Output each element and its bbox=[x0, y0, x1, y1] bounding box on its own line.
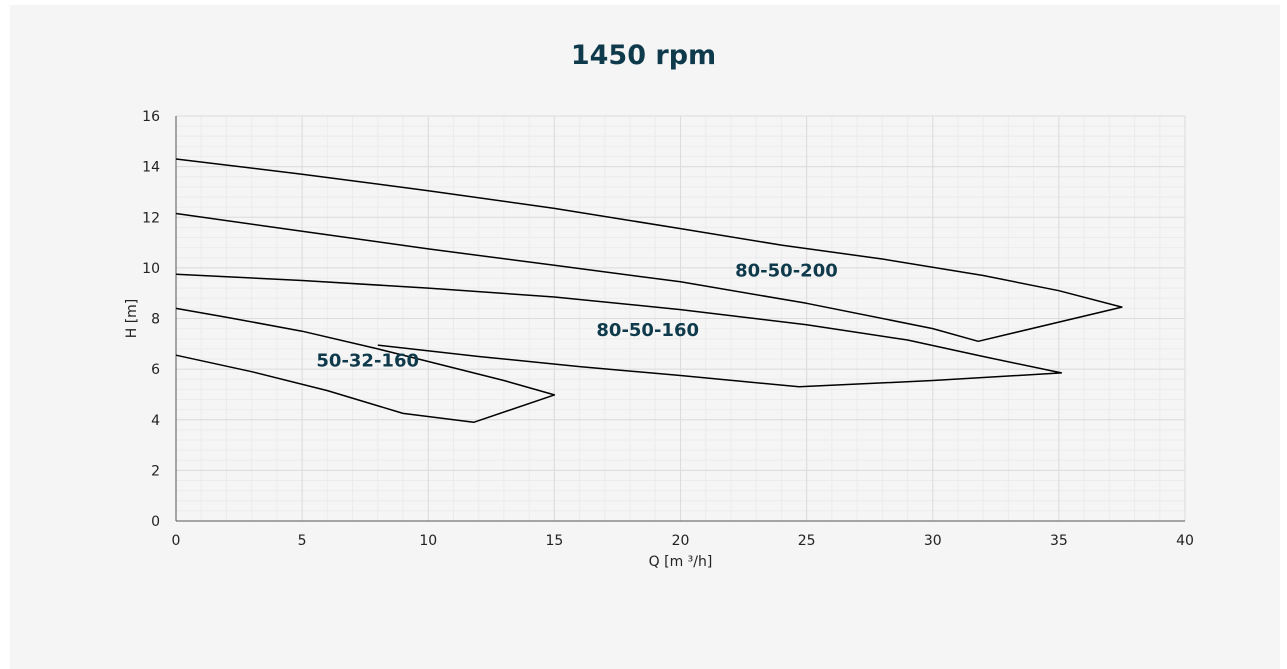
series-line-80-50-160 bbox=[175, 273, 1063, 388]
series-label-50-32-160: 50-32-160 bbox=[316, 351, 419, 372]
x-tick-label: 0 bbox=[172, 533, 181, 549]
y-tick-label: 0 bbox=[151, 514, 160, 530]
x-tick-label: 30 bbox=[924, 533, 942, 549]
x-axis-label: Q [m ³/h] bbox=[649, 554, 713, 570]
axes bbox=[175, 116, 1185, 522]
x-tick-label: 25 bbox=[798, 533, 816, 549]
series-line-50-32-160 bbox=[175, 307, 556, 424]
series-line-80-50-200 bbox=[175, 158, 1123, 343]
x-tick-label: 15 bbox=[545, 533, 563, 549]
x-tick-label: 35 bbox=[1050, 533, 1068, 549]
x-tick-label: 20 bbox=[672, 533, 690, 549]
y-axis-label: H [m] bbox=[124, 299, 140, 339]
y-tick-label: 12 bbox=[142, 210, 160, 226]
y-tick-label: 6 bbox=[151, 362, 160, 378]
x-tick-label: 10 bbox=[419, 533, 437, 549]
y-tick-label: 10 bbox=[142, 261, 160, 277]
series-labels: 50-32-160 80-50-160 80-50-200 bbox=[316, 261, 837, 372]
x-tick-label: 40 bbox=[1176, 533, 1194, 549]
y-tick-label: 8 bbox=[151, 312, 160, 328]
y-tick-label: 4 bbox=[151, 413, 160, 429]
y-tick-label: 2 bbox=[151, 463, 160, 479]
series-group bbox=[175, 158, 1123, 424]
y-tick-label: 16 bbox=[142, 109, 160, 125]
y-tick-label: 14 bbox=[142, 160, 160, 176]
series-label-80-50-200: 80-50-200 bbox=[735, 261, 838, 282]
x-tick-label: 5 bbox=[298, 533, 307, 549]
series-label-80-50-160: 80-50-160 bbox=[596, 320, 699, 341]
tick-labels: 0 5 10 15 20 25 30 35 40 0 2 4 6 8 10 12 14 16 bbox=[142, 109, 1194, 549]
chart-title: 1450 rpm bbox=[570, 40, 717, 71]
